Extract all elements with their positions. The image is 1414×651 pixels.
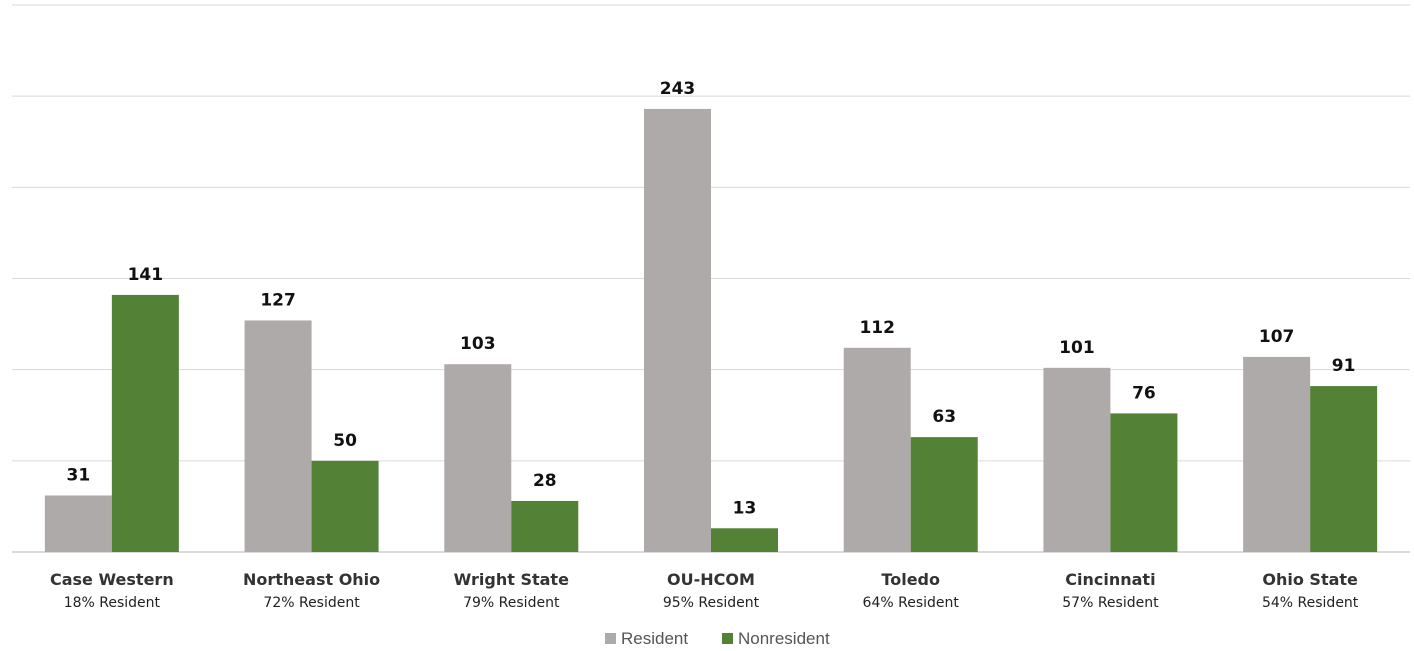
bar-nonresident [311, 460, 379, 552]
data-label: 127 [260, 290, 296, 310]
bar-resident [644, 108, 711, 553]
data-label: 13 [733, 498, 757, 518]
data-label: 141 [128, 265, 164, 285]
bar-nonresident [1110, 413, 1178, 552]
data-label: 107 [1259, 327, 1295, 347]
category-label: Northeast Ohio [243, 570, 380, 589]
data-label: 31 [67, 465, 91, 485]
data-label: 101 [1059, 338, 1095, 358]
bar-resident [244, 320, 312, 552]
value-labels: 31 141 127 50 103 28 243 13 112 63 101 76 107 91 [67, 79, 1356, 518]
legend: Resident Nonresident [605, 629, 830, 648]
legend-label-resident: Resident [621, 629, 688, 648]
bar-nonresident [111, 294, 179, 552]
category-sublabel: 79% Resident [463, 595, 560, 611]
bar-resident [444, 364, 512, 552]
category-label: Ohio State [1262, 570, 1358, 589]
data-label: 76 [1132, 383, 1156, 403]
legend-swatch-nonresident [722, 633, 733, 644]
category-sublabel: 18% Resident [64, 595, 161, 611]
bar-nonresident [711, 528, 778, 552]
data-label: 28 [533, 471, 557, 491]
data-label: 243 [660, 79, 696, 99]
category-sublabel: 64% Resident [863, 595, 960, 611]
category-labels: Case Western 18% Resident Northeast Ohio 72… [50, 570, 1359, 611]
bar-resident [44, 495, 112, 552]
category-label: OU-HCOM [667, 570, 755, 589]
category-label: Case Western [50, 570, 174, 589]
data-label: 50 [333, 431, 357, 451]
category-label: Cincinnati [1065, 570, 1155, 589]
category-label: Wright State [454, 570, 569, 589]
bar-nonresident [511, 500, 579, 552]
bar-nonresident [910, 437, 978, 552]
data-label: 112 [859, 318, 895, 338]
bar-resident [1043, 367, 1111, 552]
bar-resident [843, 347, 911, 552]
data-label: 103 [460, 334, 496, 354]
bar-resident [1243, 356, 1311, 552]
category-sublabel: 57% Resident [1062, 595, 1159, 611]
data-label: 91 [1332, 356, 1356, 376]
bar-nonresident [1310, 386, 1378, 552]
bars [44, 108, 1378, 553]
legend-label-nonresident: Nonresident [738, 629, 830, 648]
legend-swatch-resident [605, 633, 616, 644]
category-sublabel: 95% Resident [663, 595, 760, 611]
category-sublabel: 54% Resident [1262, 595, 1359, 611]
data-label: 63 [932, 407, 956, 427]
category-sublabel: 72% Resident [263, 595, 360, 611]
category-label: Toledo [881, 570, 940, 589]
